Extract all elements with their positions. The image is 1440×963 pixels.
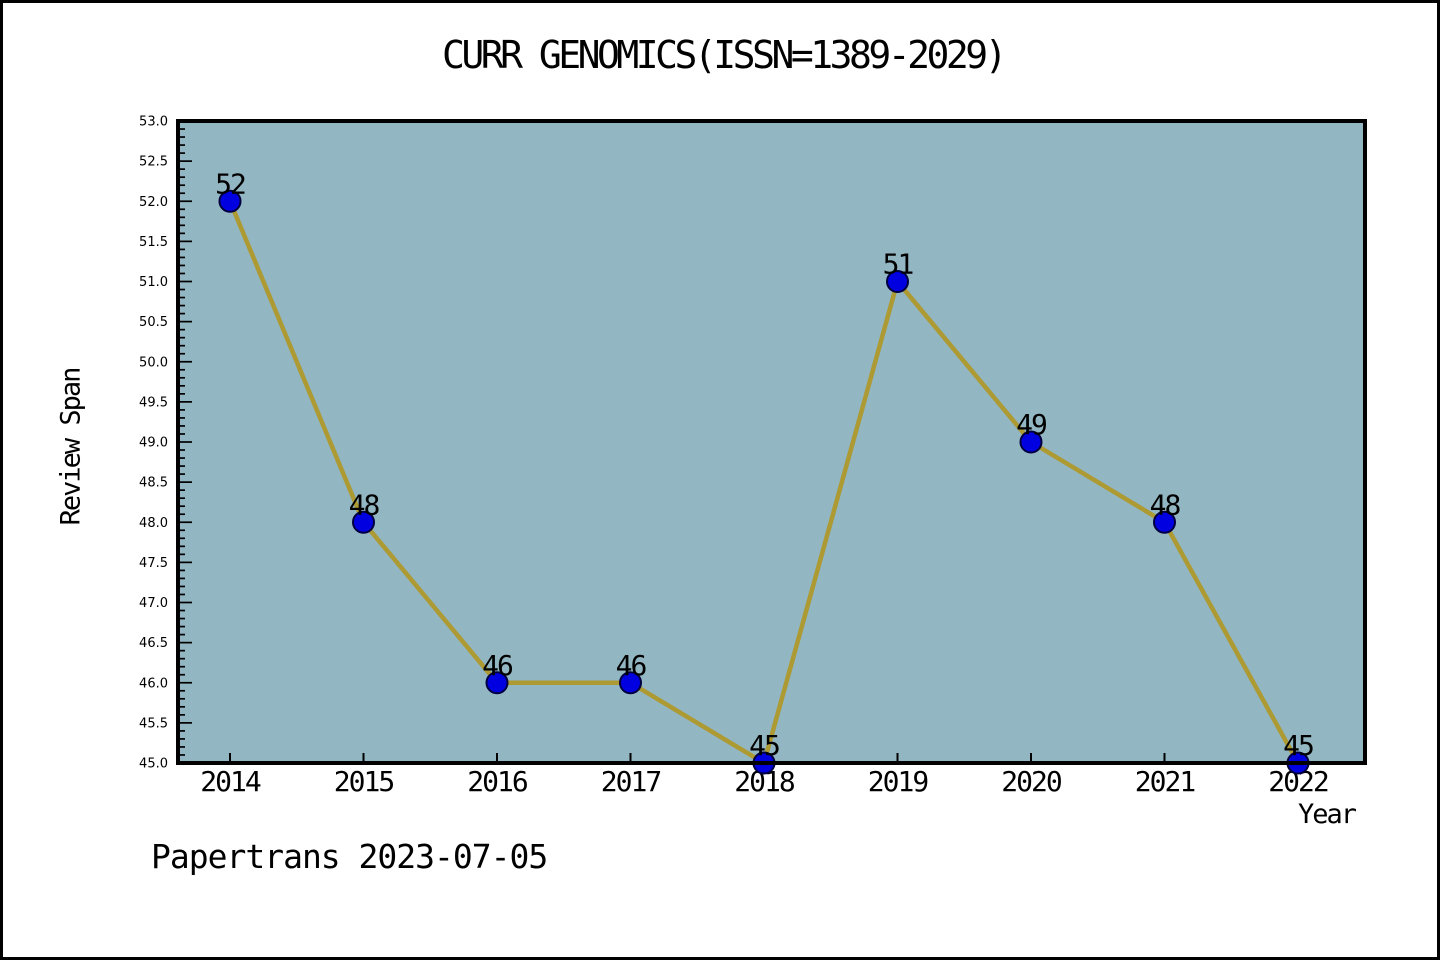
- y-tick-label: 46.5: [139, 636, 168, 651]
- y-tick-label: 50.5: [139, 315, 168, 330]
- x-tick-label: 2014: [200, 765, 261, 798]
- plot-background: [178, 121, 1365, 763]
- line-chart: 45.0 45.5 46.0 46.5 47.0 47.5 48.0 48.5 49.0 49.5…: [139, 115, 1367, 798]
- y-tick-label: 49.5: [139, 395, 168, 410]
- x-axis-label: Year: [1297, 799, 1357, 830]
- data-point-2014: [218, 189, 242, 213]
- x-tick-label: 2016: [467, 765, 528, 798]
- x-tick-label: 2019: [868, 765, 928, 798]
- data-point-2015: [352, 510, 375, 534]
- y-tick-label: 47.0: [139, 596, 168, 611]
- data-point-label: 46: [616, 649, 647, 682]
- data-point-2016: [485, 671, 509, 695]
- data-point-label: 49: [1016, 408, 1046, 441]
- y-tick-label: 52.0: [139, 195, 168, 210]
- data-point-2020: [1019, 430, 1043, 454]
- data-point-label: 45: [1283, 729, 1313, 762]
- x-tick-label: 2020: [1001, 765, 1062, 798]
- y-tick-label: 51.0: [139, 275, 168, 290]
- y-tick-label: 48.0: [139, 516, 168, 531]
- plot-frame: [176, 119, 1367, 765]
- y-tick-label: 53.0: [139, 115, 168, 130]
- data-point-2017: [619, 671, 642, 695]
- x-tick-label: 2017: [601, 765, 661, 798]
- chart-title: CURR GENOMICS(ISSN=1389-2029): [442, 33, 1007, 77]
- x-tick-label: 2015: [334, 765, 394, 798]
- y-tick-label: 45.5: [139, 716, 168, 731]
- data-point-label: 48: [349, 488, 380, 521]
- y-tick-label: 46.0: [139, 676, 168, 691]
- x-tick-label: 2021: [1135, 765, 1195, 798]
- data-point-label: 48: [1150, 488, 1181, 521]
- data-point-label: 46: [482, 649, 513, 682]
- y-tick-label: 52.5: [139, 155, 168, 170]
- y-tick-label: 49.0: [139, 436, 168, 451]
- data-point-label: 52: [215, 167, 245, 200]
- y-tick-label: 45.0: [139, 757, 168, 772]
- data-point-2021: [1153, 510, 1176, 534]
- data-point-label: 45: [749, 729, 779, 762]
- data-point-label: 51: [883, 248, 913, 281]
- y-tick-label: 48.5: [139, 476, 168, 491]
- y-tick-label: 50.0: [139, 355, 168, 370]
- data-point-2019: [886, 270, 909, 293]
- watermark-text: Papertrans 2023-07-05: [151, 837, 548, 876]
- y-tick-label: 51.5: [139, 235, 168, 250]
- y-tick-label: 47.5: [139, 556, 168, 571]
